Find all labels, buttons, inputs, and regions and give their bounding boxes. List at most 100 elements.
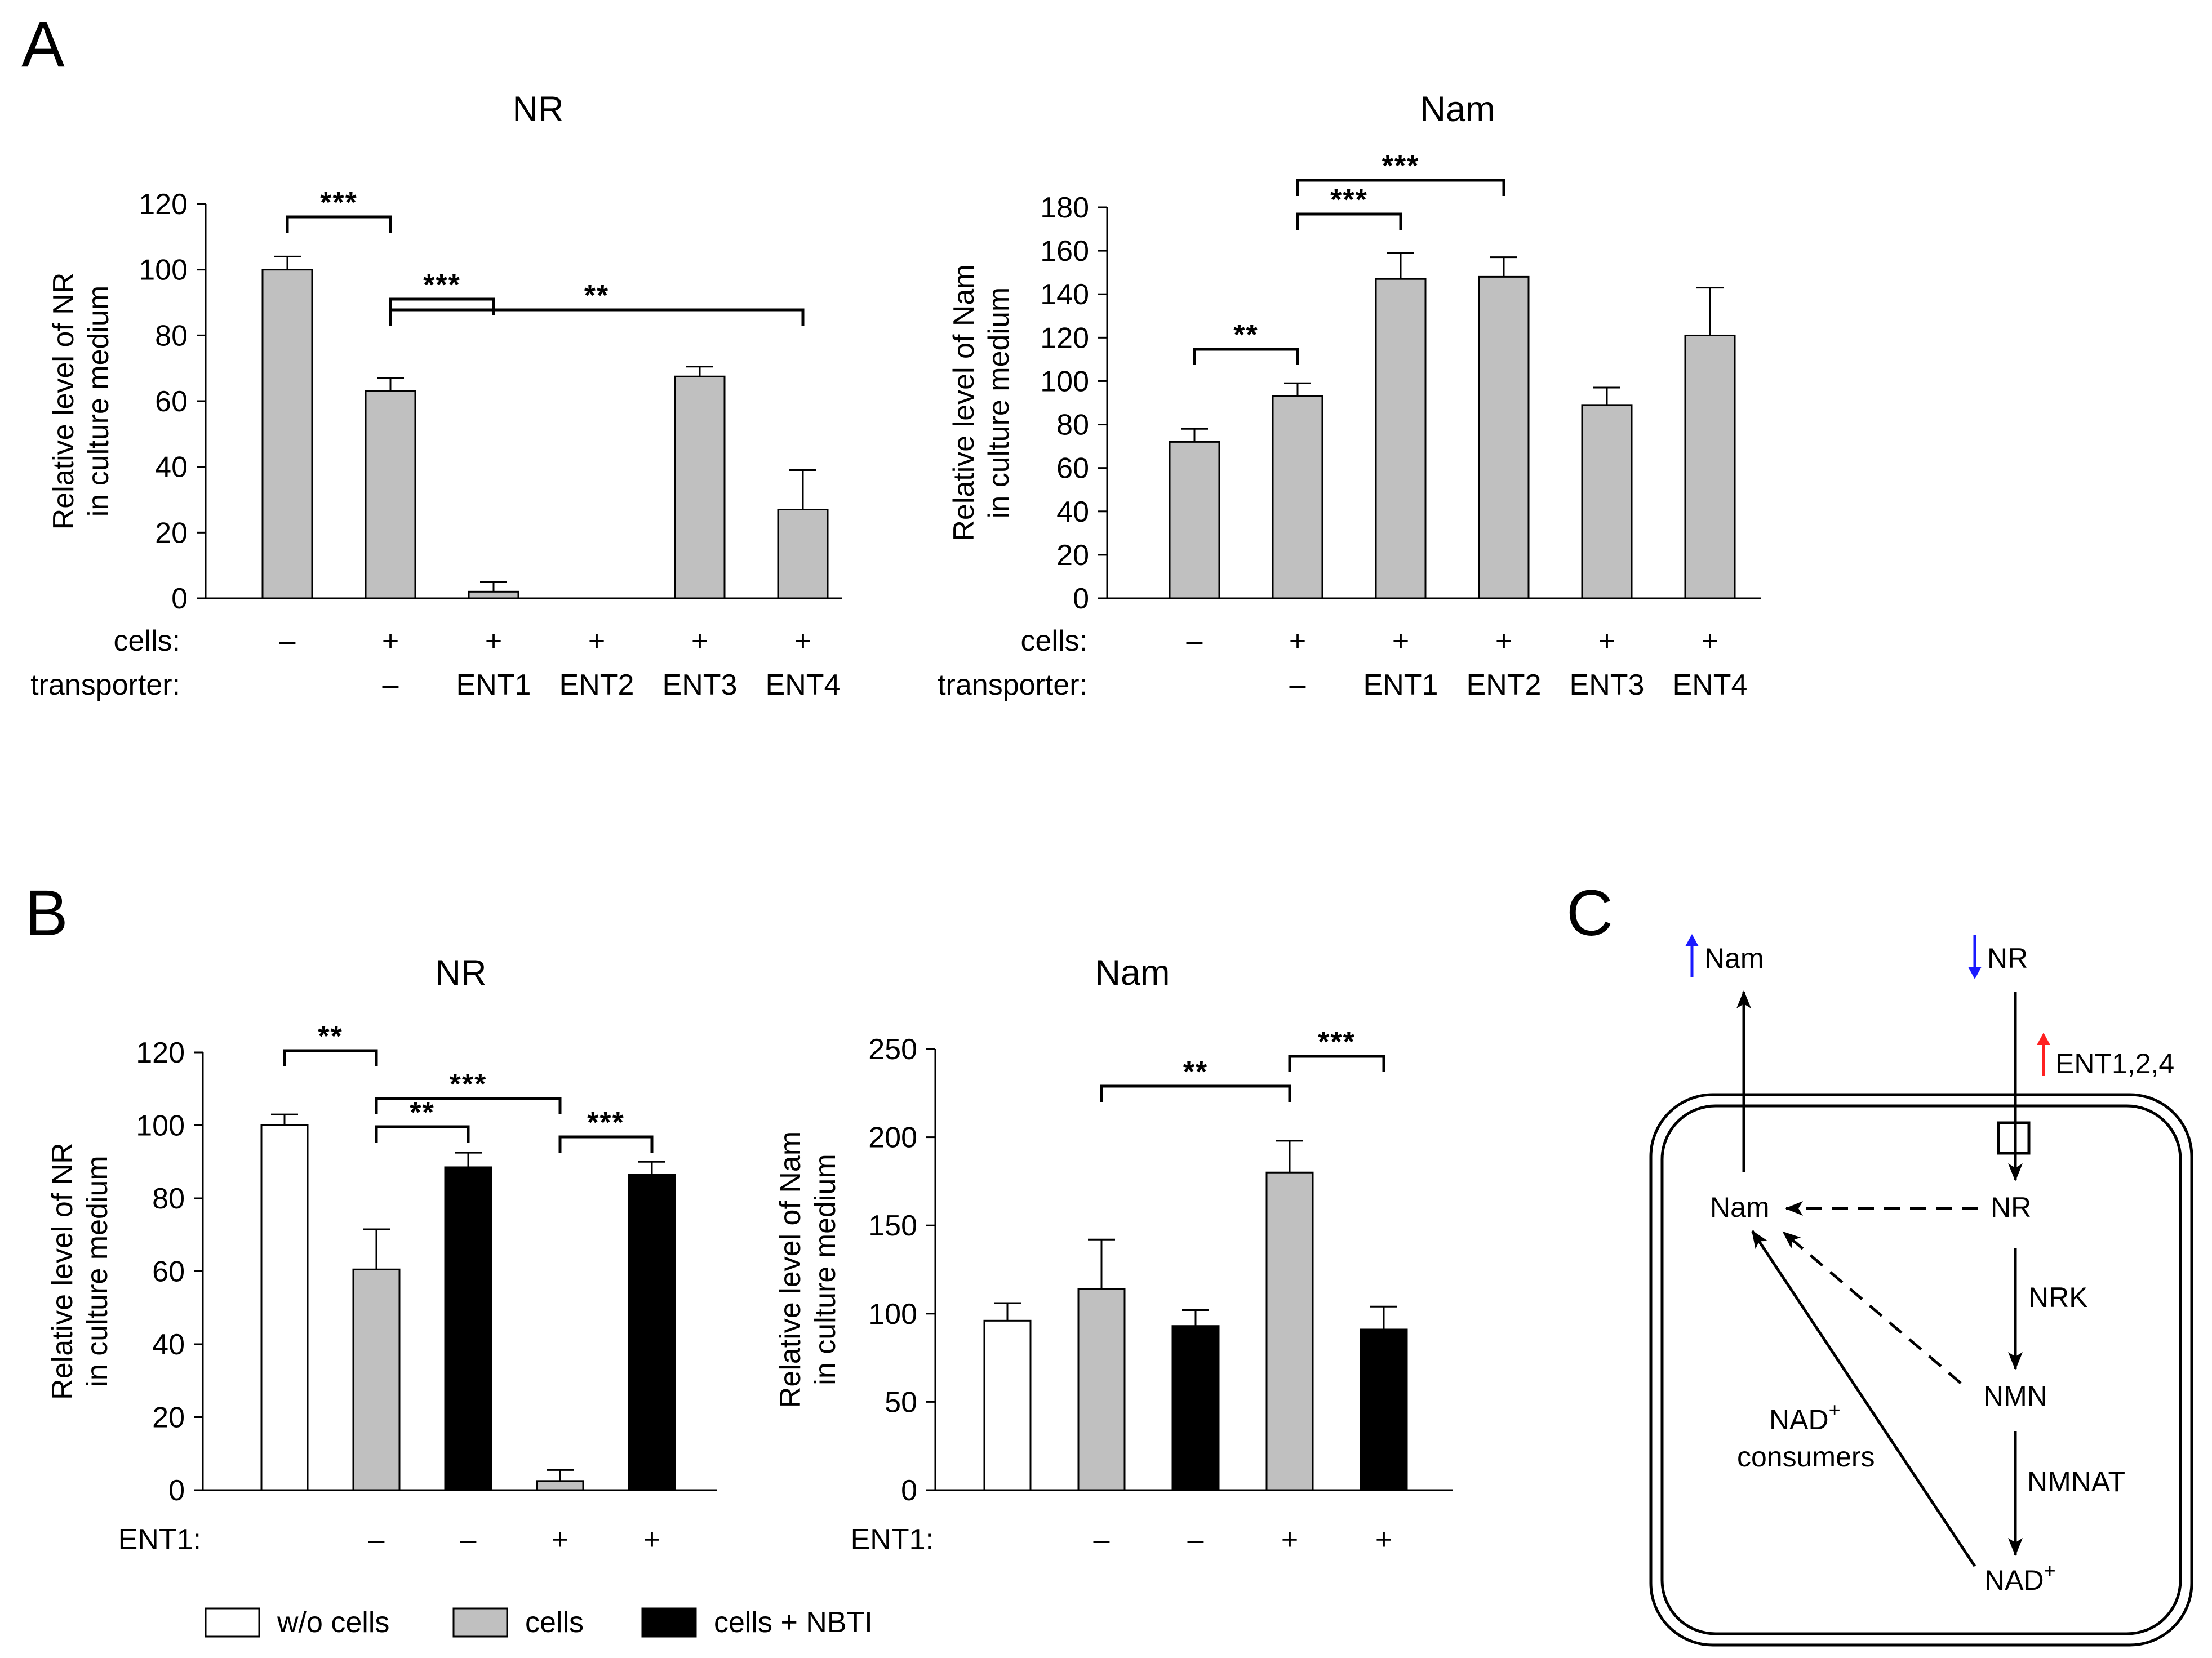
category-label: + xyxy=(1392,625,1409,657)
y-tick-label: 0 xyxy=(171,583,188,615)
category-label: + xyxy=(485,625,502,657)
y-tick-label: 0 xyxy=(1073,583,1089,615)
y-axis-label: Relative level of Namin culture medium xyxy=(774,1131,842,1408)
panel-letter-a: A xyxy=(21,8,65,81)
category-label: ENT1 xyxy=(456,669,531,701)
nad-to-nam-arrow xyxy=(1751,1230,1976,1567)
y-axis-label-line: Relative level of Nam xyxy=(774,1131,807,1408)
category-label: + xyxy=(643,1523,660,1556)
y-tick-label: 0 xyxy=(901,1474,917,1507)
y-tick-label: 100 xyxy=(1040,365,1089,398)
bar xyxy=(1265,1171,1314,1491)
y-tick-label: 20 xyxy=(1056,539,1089,572)
significance-label: ** xyxy=(318,1020,343,1053)
bar xyxy=(365,390,416,599)
category-label: – xyxy=(368,1523,385,1556)
y-tick-label: 40 xyxy=(155,451,188,484)
category-label: – xyxy=(460,1523,477,1556)
y-tick-label: 60 xyxy=(155,385,188,418)
category-label: ENT2 xyxy=(1467,669,1542,701)
significance-label: *** xyxy=(423,269,461,301)
category-label: ENT4 xyxy=(766,669,841,701)
row-label: cells: xyxy=(114,625,180,657)
significance-bracket xyxy=(1193,348,1299,365)
legend-label-cells: cells xyxy=(525,1606,584,1639)
y-axis-label: Relative level of NRin culture medium xyxy=(46,1143,114,1400)
y-tick-label: 20 xyxy=(155,517,188,549)
significance-bracket xyxy=(389,308,805,326)
bar xyxy=(1171,1325,1220,1491)
y-tick-label: 50 xyxy=(885,1386,917,1419)
category-label: ENT2 xyxy=(559,669,634,701)
category-label: ENT3 xyxy=(1570,669,1645,701)
nam-inside-label: Nam xyxy=(1710,1192,1770,1223)
nmn-label: NMN xyxy=(1983,1380,2047,1412)
category-label: + xyxy=(1289,625,1306,657)
y-axis-label-line: Relative level of NR xyxy=(46,1143,79,1400)
nam-outside-label: Nam xyxy=(1704,943,1764,974)
cell-membrane-outer xyxy=(1649,1093,2193,1647)
row-label: ENT1: xyxy=(118,1523,201,1556)
row-label: transporter: xyxy=(938,669,1087,701)
y-tick-label: 40 xyxy=(152,1328,185,1361)
y-tick-label: 60 xyxy=(152,1256,185,1288)
y-tick-label: 180 xyxy=(1040,192,1089,224)
row-label: transporter: xyxy=(30,669,180,701)
category-label: + xyxy=(1375,1523,1392,1556)
bar xyxy=(1684,334,1736,599)
row-label: cells: xyxy=(1021,625,1087,657)
bar xyxy=(1077,1288,1126,1491)
legend-swatch-black xyxy=(641,1607,697,1638)
y-tick-label: 100 xyxy=(868,1298,917,1331)
significance-label: ** xyxy=(410,1096,434,1129)
bar xyxy=(260,1124,309,1491)
consumers-label: consumers xyxy=(1737,1441,1875,1473)
category-label: + xyxy=(1495,625,1512,657)
y-axis-label-line: in culture medium xyxy=(81,1155,114,1386)
bar xyxy=(352,1268,401,1491)
significance-label: *** xyxy=(1382,150,1420,183)
nr-down-arrow-icon xyxy=(1968,935,1982,979)
y-tick-label: 150 xyxy=(868,1210,917,1242)
significance-label: ** xyxy=(1233,319,1258,352)
y-tick-label: 120 xyxy=(136,1037,185,1069)
chart-title: NR xyxy=(436,953,487,993)
y-tick-label: 200 xyxy=(868,1122,917,1154)
y-axis-label-line: Relative level of Nam xyxy=(948,264,980,541)
category-label: + xyxy=(588,625,605,657)
y-tick-label: 250 xyxy=(868,1033,917,1066)
y-axis-label-line: in culture medium xyxy=(983,287,1015,518)
bar xyxy=(1375,278,1427,599)
nrk-label: NRK xyxy=(2028,1282,2088,1313)
category-label: + xyxy=(382,625,399,657)
bar xyxy=(1169,441,1220,599)
significance-label: *** xyxy=(450,1068,487,1101)
y-tick-label: 160 xyxy=(1040,235,1089,268)
category-label: + xyxy=(691,625,708,657)
y-tick-label: 120 xyxy=(1040,322,1089,354)
panel-letter-c: C xyxy=(1566,877,1613,949)
transporter-up-arrow-icon xyxy=(2037,1033,2050,1076)
bar xyxy=(1581,404,1633,599)
category-label: + xyxy=(794,625,811,657)
transporter-box xyxy=(1997,1121,2031,1155)
significance-label: *** xyxy=(320,186,358,219)
y-tick-label: 0 xyxy=(168,1474,185,1507)
row-label: ENT1: xyxy=(851,1523,934,1556)
panel-letter-b: B xyxy=(25,877,68,949)
consumers-nad-label: NAD+ xyxy=(1769,1398,1841,1435)
significance-label: ** xyxy=(584,279,609,312)
category-label: ENT1 xyxy=(1363,669,1438,701)
y-tick-label: 140 xyxy=(1040,278,1089,311)
y-tick-label: 80 xyxy=(152,1183,185,1215)
pathway-diagram: Nam NR ENT1,2,4 Nam NR NRK NMN NMNAT NAD… xyxy=(1649,934,2193,1647)
y-tick-label: 120 xyxy=(139,188,188,221)
nr-outside-label: NR xyxy=(1987,943,2028,974)
significance-bracket xyxy=(1296,179,1505,196)
significance-bracket xyxy=(1288,1055,1385,1072)
chart-b-nam: Nam Relative level of Namin culture mediu… xyxy=(774,953,1453,1556)
bar xyxy=(983,1319,1032,1491)
chart-title: Nam xyxy=(1420,90,1495,129)
significance-bracket xyxy=(1100,1084,1291,1102)
